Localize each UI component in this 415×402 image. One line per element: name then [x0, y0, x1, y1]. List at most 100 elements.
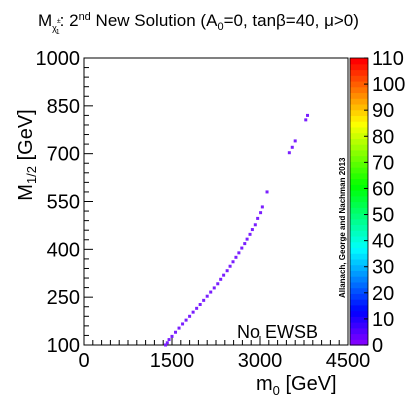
data-point [248, 232, 252, 236]
colorbar-segment [350, 322, 368, 329]
colorbar-segment [350, 190, 368, 197]
colorbar-segment [350, 149, 368, 157]
data-point [205, 294, 209, 298]
y-tick-label: 250 [47, 287, 80, 309]
colorbar-tick-label: 100 [372, 74, 405, 96]
colorbar-segment [350, 207, 368, 214]
colorbar-segment [350, 281, 368, 289]
data-point [170, 334, 174, 338]
colorbar-segment [350, 235, 368, 243]
no-ewsb-annotation: No EWSB [237, 322, 318, 342]
data-point [167, 338, 171, 342]
colorbar-segment [350, 92, 368, 99]
data-point [219, 277, 223, 281]
colorbar-frame [349, 57, 369, 346]
colorbar-tick-label: 10 [372, 309, 394, 331]
colorbar-segment [350, 69, 368, 76]
data-point [234, 255, 238, 259]
y-tick-label: 850 [47, 96, 80, 118]
data-point [164, 343, 168, 347]
y-axis-title: M1/2 [GeV] [15, 109, 39, 200]
data-point [212, 286, 216, 290]
colorbar-segment [350, 132, 368, 139]
colorbar-segment [350, 178, 368, 185]
colorbar-tick-label: 0 [372, 335, 383, 357]
colorbar-segment [350, 126, 368, 134]
y-tick-label: 550 [47, 192, 80, 214]
data-point [243, 242, 247, 246]
colorbar-segment [350, 86, 368, 94]
data-point [237, 251, 241, 255]
colorbar-segment [350, 327, 368, 335]
data-point [222, 273, 226, 277]
y-axis-ticks: 100 250 400 550 700 850 1000 [36, 48, 93, 357]
data-point [209, 290, 213, 294]
data-point [240, 246, 244, 250]
data-point [287, 151, 291, 155]
colorbar-labels: 0 10 20 30 40 50 60 70 80 90 100 110 [364, 48, 405, 357]
colorbar-segment [350, 195, 368, 203]
colorbar-segment [350, 253, 368, 260]
colorbar-segment [350, 293, 368, 300]
colorbar-segment [350, 109, 368, 116]
colorbar-segment [350, 304, 368, 312]
data-point [181, 322, 185, 326]
data-point [195, 306, 199, 310]
data-point [231, 260, 235, 264]
colorbar-segment [350, 218, 368, 226]
colorbar-segment [350, 98, 368, 105]
plot-frame [83, 57, 349, 346]
colorbar-tick-label: 20 [372, 283, 394, 305]
colorbar-segment [350, 276, 368, 283]
colorbar-segment [350, 230, 368, 237]
y-tick-label: 700 [47, 144, 80, 166]
colorbar-tick-label: 90 [372, 100, 394, 122]
colorbar-tick-label: 70 [372, 152, 394, 174]
colorbar-segment [350, 316, 368, 323]
colorbar-segment [350, 201, 368, 208]
credit-text: Allanach, George and Nachman 2013 [338, 157, 347, 298]
x-tick-label: 0 [78, 350, 89, 372]
colorbar-segment [350, 247, 368, 254]
data-point [259, 211, 263, 215]
x-axis-title: m0 [GeV] [256, 373, 337, 398]
data-point [228, 264, 232, 268]
data-point [260, 205, 264, 209]
data-point [225, 269, 229, 273]
colorbar-segment [350, 138, 368, 145]
colorbar-segment [350, 167, 368, 174]
colorbar-tick-label: 40 [372, 231, 394, 253]
data-point [165, 341, 169, 345]
data-point [177, 326, 181, 330]
colorbar-segment [350, 258, 368, 266]
data-point [202, 298, 206, 302]
colorbar-segment [350, 299, 368, 306]
data-point [188, 314, 192, 318]
data-point [216, 282, 220, 286]
data-point [198, 303, 202, 307]
colorbar-segment [350, 144, 368, 151]
x-axis-ticks: 0 1500 3000 4500 [78, 336, 370, 372]
data-point [191, 310, 195, 314]
colorbar-segment [350, 63, 368, 71]
colorbar-segment [350, 287, 368, 294]
colorbar-tick-label: 60 [372, 178, 394, 200]
colorbar-segment [350, 310, 368, 317]
data-point [290, 145, 294, 149]
colorbar-segment [350, 75, 368, 82]
colorbar-segment [350, 212, 368, 220]
x-tick-label: 4500 [326, 350, 371, 372]
colorbar-segment [350, 339, 368, 346]
data-point [306, 113, 310, 117]
colorbar-segment [350, 270, 368, 277]
colorbar-tick-label: 30 [372, 257, 394, 279]
colorbar-segment [350, 161, 368, 168]
y-tick-label: 400 [47, 239, 80, 261]
colorbar-tick-label: 80 [372, 126, 394, 148]
x-tick-label: 3000 [238, 350, 283, 372]
data-point [304, 118, 308, 122]
colorbar-segment [350, 184, 368, 191]
data-point [245, 237, 249, 241]
colorbar-segment [350, 333, 368, 340]
